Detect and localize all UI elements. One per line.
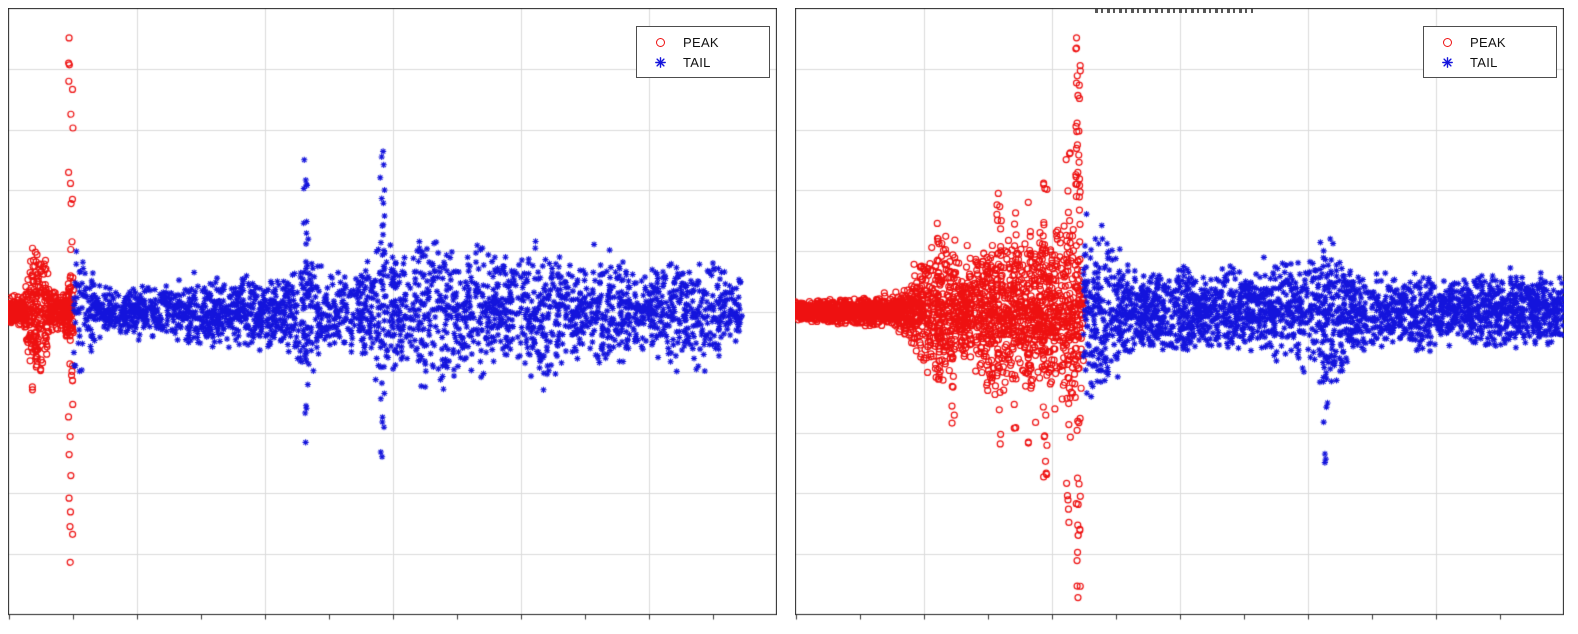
legend-row-peak: PEAK	[637, 32, 769, 52]
legend-label-tail: TAIL	[683, 54, 711, 70]
left-plot: PEAK TAIL	[8, 8, 777, 628]
legend-marker-cell	[1424, 56, 1470, 68]
tail-marker-icon	[1441, 56, 1453, 68]
left-plot-canvas	[8, 8, 777, 628]
legend-label-peak: PEAK	[1470, 34, 1506, 50]
legend-marker-cell	[1424, 37, 1470, 47]
legend-row-peak: PEAK	[1424, 32, 1556, 52]
right-plot: PEAK TAIL	[795, 8, 1564, 628]
legend-row-tail: TAIL	[1424, 52, 1556, 72]
peak-marker-icon	[655, 37, 665, 47]
left-plot-legend: PEAK TAIL	[636, 26, 770, 78]
right-plot-canvas	[795, 8, 1564, 628]
cropped-title-fragment	[1095, 8, 1253, 13]
legend-marker-cell	[637, 37, 683, 47]
right-plot-legend: PEAK TAIL	[1423, 26, 1557, 78]
legend-label-peak: PEAK	[683, 34, 719, 50]
legend-marker-cell	[637, 56, 683, 68]
peak-marker-icon	[1442, 37, 1452, 47]
tail-marker-icon	[654, 56, 666, 68]
legend-label-tail: TAIL	[1470, 54, 1498, 70]
legend-row-tail: TAIL	[637, 52, 769, 72]
